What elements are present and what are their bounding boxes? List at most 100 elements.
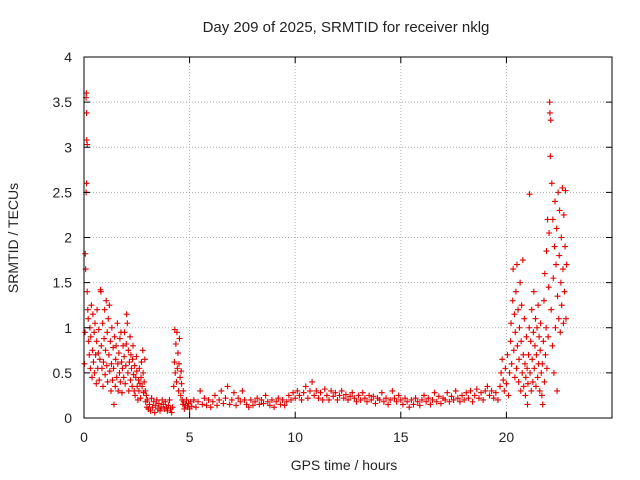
data-point — [553, 261, 560, 268]
data-point — [531, 342, 538, 349]
data-point — [480, 396, 487, 403]
data-point — [469, 398, 476, 405]
data-point — [521, 315, 528, 322]
data-point — [431, 389, 438, 396]
data-point — [88, 302, 95, 309]
data-point — [442, 396, 449, 403]
data-point — [150, 398, 157, 405]
data-point — [520, 383, 527, 390]
data-point — [122, 380, 129, 387]
data-point — [500, 377, 507, 384]
data-point — [252, 398, 259, 405]
y-tick-label: 4 — [64, 49, 72, 65]
data-point — [345, 396, 351, 403]
data-point — [114, 360, 121, 367]
data-point — [292, 395, 299, 402]
data-point — [526, 191, 533, 198]
data-point — [190, 396, 197, 403]
data-point — [228, 396, 235, 403]
data-point — [121, 329, 128, 336]
data-point — [105, 315, 112, 322]
data-point — [224, 383, 231, 390]
data-point — [197, 387, 204, 394]
data-point — [103, 297, 110, 304]
data-point — [205, 396, 212, 403]
data-point — [406, 404, 413, 411]
data-point — [87, 333, 94, 340]
data-point — [317, 389, 324, 396]
data-point — [148, 395, 155, 402]
data-point — [104, 329, 111, 336]
data-point — [93, 380, 100, 387]
data-point — [162, 398, 169, 405]
data-point — [423, 398, 430, 405]
data-point — [446, 398, 453, 405]
data-point — [174, 350, 181, 357]
data-point — [412, 395, 419, 402]
data-point — [132, 392, 139, 399]
data-point — [84, 141, 91, 148]
data-point — [536, 333, 543, 340]
data-point — [211, 392, 218, 399]
data-point — [125, 387, 132, 394]
data-point — [364, 398, 371, 405]
data-point — [290, 389, 297, 396]
data-point — [124, 369, 131, 376]
chart-title: Day 209 of 2025, SRMTID for receiver nkl… — [203, 19, 490, 36]
data-point — [560, 211, 567, 218]
data-point — [218, 387, 225, 394]
data-point — [558, 234, 565, 241]
data-point — [508, 360, 515, 367]
data-point — [127, 351, 134, 358]
x-tick-label: 20 — [499, 429, 515, 445]
data-point — [93, 338, 100, 345]
data-point — [91, 369, 98, 376]
data-point — [465, 395, 472, 402]
data-point — [518, 302, 525, 309]
data-point — [504, 351, 511, 358]
data-point — [546, 99, 553, 106]
data-point — [529, 378, 536, 385]
data-point — [171, 359, 178, 366]
data-point — [230, 389, 237, 396]
data-point — [174, 365, 181, 372]
data-point — [340, 395, 347, 402]
data-point — [168, 409, 175, 416]
data-point — [543, 324, 550, 331]
data-point — [552, 324, 559, 331]
data-point — [473, 386, 480, 393]
data-point — [176, 360, 183, 367]
data-point — [133, 353, 140, 360]
data-point — [524, 380, 531, 387]
data-point — [376, 396, 383, 403]
data-point — [94, 306, 101, 313]
data-point — [551, 243, 558, 250]
data-point — [96, 377, 103, 384]
data-point — [389, 387, 396, 394]
data-point — [216, 396, 223, 403]
data-point — [380, 398, 387, 405]
data-point — [147, 407, 154, 414]
data-point — [558, 302, 565, 309]
data-point — [378, 389, 385, 396]
data-point — [116, 335, 123, 342]
data-point — [99, 320, 106, 327]
data-point — [522, 392, 529, 399]
data-point — [126, 359, 133, 366]
data-point — [110, 401, 117, 408]
data-point — [306, 387, 313, 394]
data-point — [551, 198, 558, 205]
data-point — [106, 302, 113, 309]
data-point — [112, 356, 119, 363]
data-point — [370, 393, 377, 400]
data-point — [153, 396, 160, 403]
data-point — [131, 362, 138, 369]
data-point — [144, 396, 151, 403]
data-point — [456, 398, 463, 405]
data-point — [285, 392, 292, 399]
data-point — [304, 395, 311, 402]
data-point — [91, 320, 98, 327]
data-point — [513, 261, 520, 268]
data-point — [111, 333, 118, 340]
data-point — [183, 396, 190, 403]
